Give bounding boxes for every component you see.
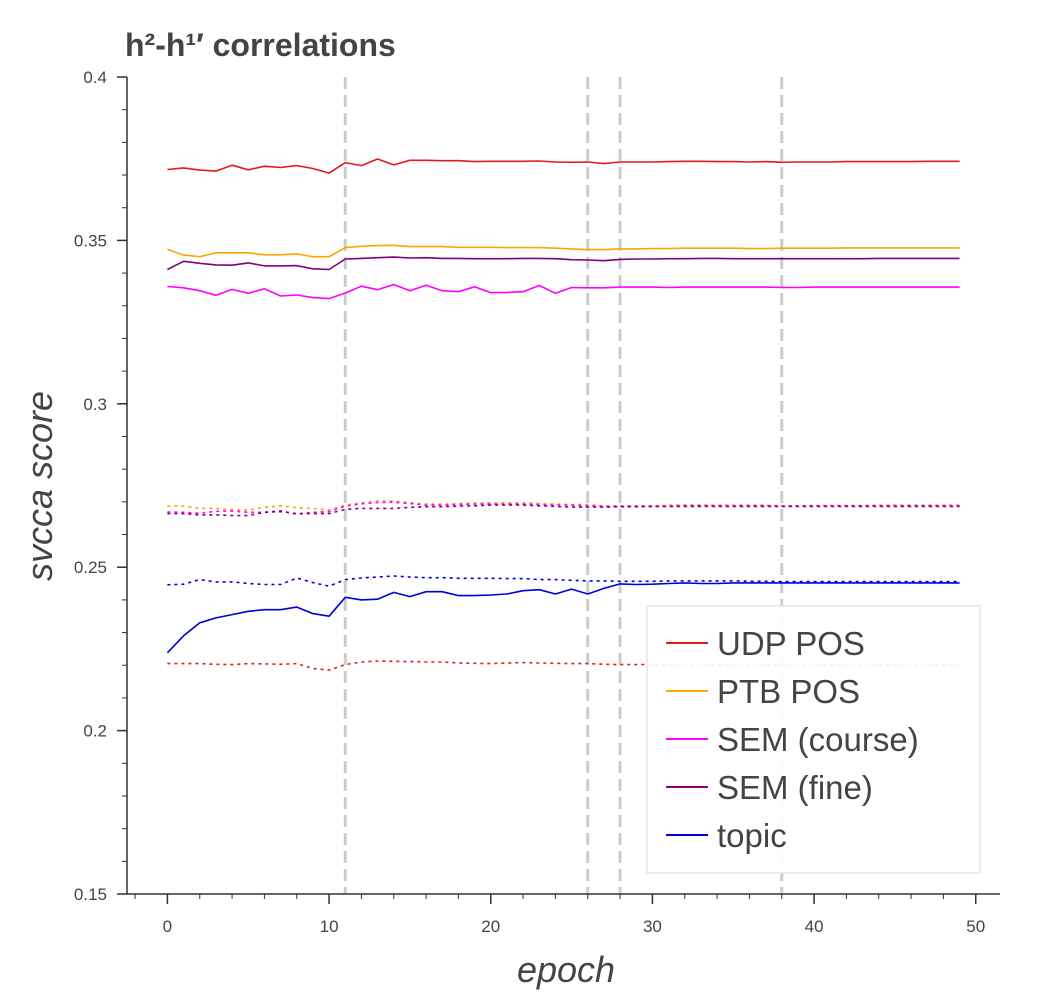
y-tick-label: 0.15 [74,885,107,904]
legend-label: topic [717,817,787,854]
x-tick-label: 30 [643,917,662,936]
series-line [167,244,960,258]
y-tick-label: 0.4 [83,68,107,87]
series-line [167,158,960,174]
series-line [166,582,960,654]
series-line [167,283,960,300]
y-tick-label: 0.25 [74,558,107,577]
axes: 0.15 0.2 0.25 0.3 0.35 0.4 0 10 20 30 40 50 [74,68,1000,936]
x-axis-label: epoch [517,949,615,990]
x-tick-label: 40 [805,917,824,936]
y-tick-label: 0.3 [83,395,107,414]
series-line [167,256,960,271]
x-tick-label: 0 [163,917,172,936]
x-tick-label: 10 [320,917,339,936]
legend-label: PTB POS [717,673,860,710]
y-axis-ticks: 0.15 0.2 0.25 0.3 0.35 0.4 [74,68,127,904]
y-axis-label: svcca score [19,391,60,581]
series-line-dotted [167,500,960,511]
legend-label: SEM (fine) [717,769,873,806]
legend: UDP POS PTB POS SEM (course) SEM (fine) topi… [646,605,981,874]
series-line-dotted [167,575,960,588]
y-tick-label: 0.35 [74,231,107,250]
chart-title: h²-h¹′ correlations [125,27,396,63]
x-axis-ticks: 0 10 20 30 40 50 [134,894,985,936]
x-tick-label: 20 [481,917,500,936]
legend-label: SEM (course) [717,721,919,758]
vertical-markers [343,77,784,894]
series-layer [166,158,960,671]
y-tick-label: 0.2 [83,722,107,741]
x-tick-label: 50 [966,917,985,936]
legend-label: UDP POS [717,625,865,662]
